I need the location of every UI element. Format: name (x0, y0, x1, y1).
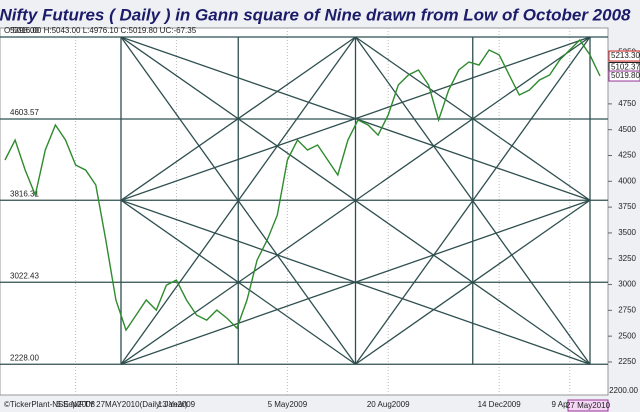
y-tick-label: 3000 (618, 280, 636, 289)
gann-line (120, 36, 357, 365)
x-tick-label: 20 Aug2009 (367, 400, 410, 409)
price-line (4, 38, 601, 332)
y-tick-label: 2500 (618, 331, 636, 340)
y-tick-label: 3250 (618, 254, 636, 263)
y-tick-label: 3750 (618, 202, 636, 211)
x-tick-label: 5 Sep2008 (56, 400, 95, 409)
y-tick-label: 2750 (618, 305, 636, 314)
gann-level-label: 3816.31 (10, 189, 39, 198)
y-tick-label: 4000 (618, 176, 636, 185)
price-marker-box (608, 70, 640, 82)
x-tick-label: 14 Dec2009 (478, 400, 522, 409)
gann-line (120, 199, 591, 365)
gann-line (354, 36, 591, 365)
price-marker-label: 5102.37 (611, 63, 640, 72)
price-marker-label: 5019.80 (611, 71, 640, 80)
gann-line (120, 36, 356, 201)
price-marker-box (608, 50, 640, 62)
y-tick-label: 4250 (618, 151, 636, 160)
gann-line (120, 199, 356, 365)
plot-area (0, 27, 609, 396)
gann-level-label: 2228.00 (10, 353, 39, 362)
gann-level-label: 5398.00 (10, 26, 39, 35)
y-tick-label: 3500 (618, 228, 636, 237)
x-tick-label: 5 May2009 (268, 400, 308, 409)
x-tick-label: 1 Jan2009 (158, 400, 196, 409)
price-marker-label: 5213.30 (611, 51, 640, 60)
gann-level-label: 4603.57 (10, 108, 39, 117)
gann-level-label: 3022.43 (10, 271, 39, 280)
date-marker-box (567, 399, 609, 412)
gann-line (120, 36, 591, 365)
date-marker: 27 May2010 (566, 401, 611, 410)
y-tick-label: 4750 (618, 99, 636, 108)
footer: ©TickerPlant-NSE NIFTY 27MAY2010(Daily:3… (4, 400, 188, 409)
gann-line (120, 36, 591, 201)
gann-line (355, 199, 591, 365)
y-tick-label: 2250 (618, 357, 636, 366)
ohlc-header: O:5016.00 H:5043.00 L:4976.10 C:5019.80 … (4, 26, 197, 35)
y-tick-label: 4500 (618, 125, 636, 134)
gann-line (355, 36, 591, 201)
chart-title: Nifty Futures ( Daily ) in Gann square o… (0, 5, 631, 24)
axis-floor-label: 2200.00 (609, 386, 638, 395)
